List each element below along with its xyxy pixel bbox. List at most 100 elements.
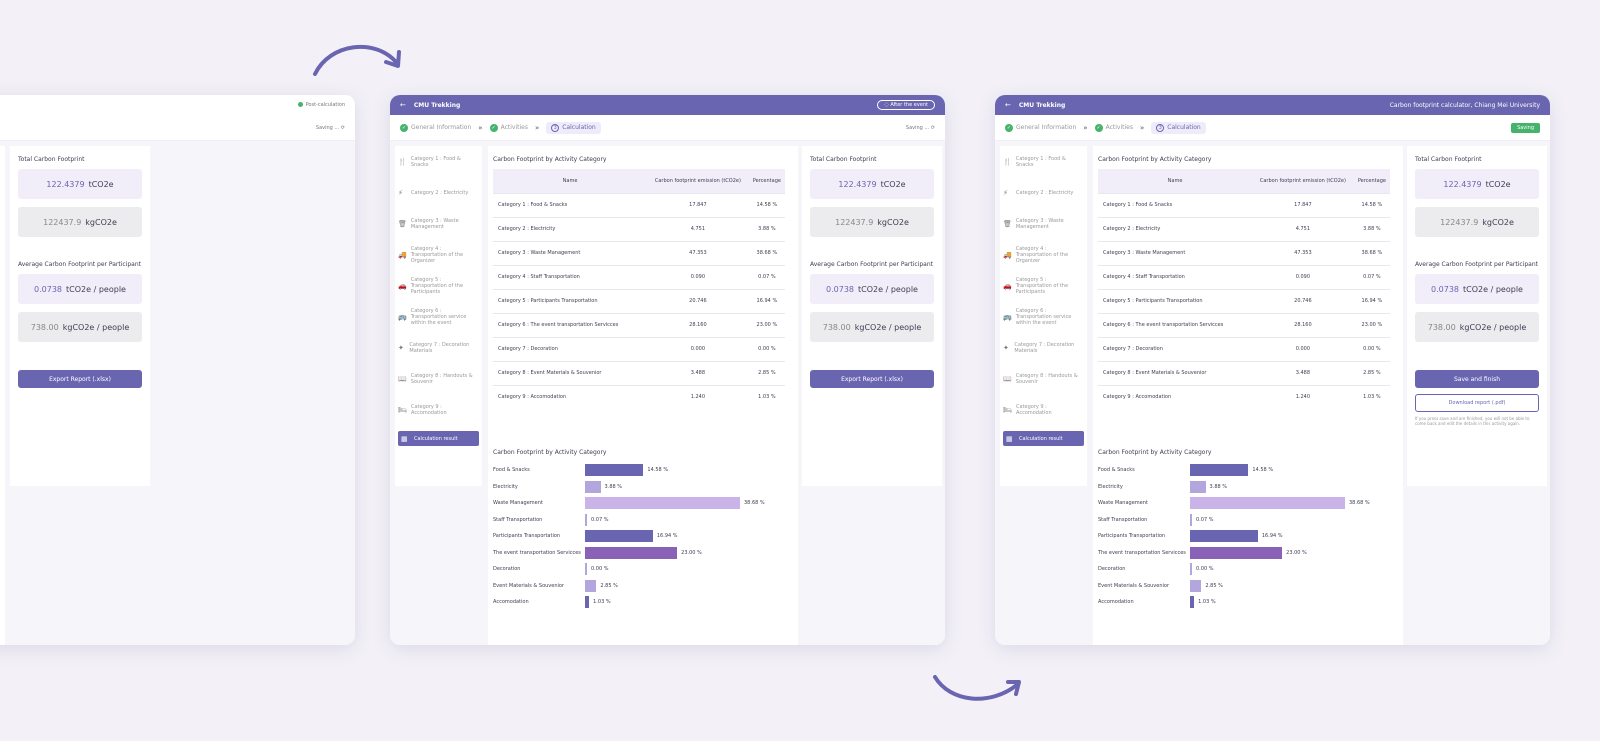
table-cell: 28.160 bbox=[647, 312, 749, 337]
summary-table: Name Carbon footprint emission (tCO2e) Per… bbox=[1098, 169, 1390, 409]
bar bbox=[585, 563, 587, 576]
table-cell: 38.68 % bbox=[748, 240, 785, 265]
truck-icon: 🚚 bbox=[1003, 250, 1012, 259]
download-report-button[interactable]: Download report (.pdf) bbox=[1415, 394, 1539, 412]
bar-track: 14.58 % bbox=[1190, 462, 1398, 479]
step-general[interactable]: ✓ General Information bbox=[1005, 123, 1076, 132]
food-icon: 🍴 bbox=[1003, 157, 1012, 166]
bar-track: 3.88 % bbox=[585, 479, 793, 496]
bar-track: 3.88 % bbox=[1190, 479, 1398, 496]
back-arrow-icon[interactable]: ← bbox=[400, 101, 406, 109]
step-activities[interactable]: ✓ Activities bbox=[489, 123, 528, 132]
bar-row: Waste Management 38.68 % bbox=[493, 495, 793, 512]
table-cell: 47.353 bbox=[647, 240, 749, 265]
sidebar-item[interactable]: 🛏 Category 9 : Accomodation bbox=[1000, 394, 1087, 425]
table-cell: 0.000 bbox=[1252, 336, 1354, 361]
after-event-pill[interactable]: ◌ After the event bbox=[877, 100, 935, 110]
table-cell: Category 7 : Decoration bbox=[1098, 336, 1253, 361]
step-calculation[interactable]: 3 Calculation bbox=[1151, 121, 1206, 134]
bar-row: Staff Transportation 0.07 % bbox=[493, 512, 793, 529]
table-row: Category 8 : Event Materials & Souvenior… bbox=[1098, 360, 1390, 385]
back-arrow-icon[interactable]: ← bbox=[1005, 101, 1011, 109]
table-cell: Category 2 : Electricity bbox=[1098, 216, 1253, 241]
sidebar-item[interactable]: ⚡ Category 2 : Electricity bbox=[395, 177, 482, 208]
table-cell: Category 3 : Waste Management bbox=[1098, 240, 1253, 265]
sidebar-item[interactable]: 📖 Category 8 : Handouts & Souvenir bbox=[1000, 363, 1087, 394]
food-icon: 🍴 bbox=[398, 157, 407, 166]
bar-category-label: Staff Transportation bbox=[1098, 516, 1148, 523]
sidebar-item[interactable]: 📖 Category 8 : Handouts & Souvenir bbox=[395, 363, 482, 394]
bar-row: Accomodation 1.03 % bbox=[493, 594, 793, 611]
sidebar-item[interactable]: 🚚 Category 4 : Transportation of the Orga… bbox=[395, 239, 482, 270]
table-cell: Category 2 : Electricity bbox=[493, 216, 648, 241]
table-row: Category 3 : Waste Management 47.353 38.68… bbox=[1098, 240, 1390, 265]
step-general[interactable]: ✓ General Information bbox=[400, 123, 471, 132]
step-activities[interactable]: ✓ Activities bbox=[1094, 123, 1133, 132]
bus-icon: 🚌 bbox=[1003, 312, 1012, 321]
bar-row: Food & Snacks 14.58 % bbox=[1098, 462, 1398, 479]
table-cell: 17.847 bbox=[1252, 192, 1354, 217]
sidebar-item[interactable]: 🚗 Category 5 : Transportation of the Part… bbox=[395, 270, 482, 301]
sidebar-item[interactable]: 🚚 Category 4 : Transportation of the Orga… bbox=[1000, 239, 1087, 270]
main-panel: Carbon Footprint by Activity Category Na… bbox=[488, 146, 798, 645]
step-label: Activities bbox=[500, 124, 528, 131]
bar-value-label: 2.85 % bbox=[1205, 582, 1223, 589]
table-row: Category 1 : Food & Snacks 17.847 14.58 % bbox=[493, 192, 785, 217]
category-sidebar: 🍴 Category 1 : Food & Snacks ⚡ Category 2 :… bbox=[1000, 146, 1087, 486]
bar bbox=[585, 579, 597, 592]
sidebar-item[interactable]: ✦ Category 7 : Decoration Materials bbox=[1000, 332, 1087, 363]
save-finish-button[interactable]: Save and finish bbox=[1415, 370, 1539, 388]
bed-icon: 🛏 bbox=[398, 405, 407, 414]
sidebar-item[interactable]: 🍴 Category 1 : Food & Snacks bbox=[395, 146, 482, 177]
bar bbox=[1190, 480, 1206, 493]
avg-t-unit: tCO2e / people bbox=[66, 284, 126, 294]
sidebar-item[interactable]: ⚡ Category 2 : Electricity bbox=[1000, 177, 1087, 208]
sidebar-item[interactable]: ✦ Category 7 : Decoration Materials bbox=[395, 332, 482, 363]
bar-row: Food & Snacks 14.58 % bbox=[493, 462, 793, 479]
bar bbox=[1190, 579, 1202, 592]
topbar: Post-calculation bbox=[0, 95, 355, 115]
content: 🍴 Category 1 : Food & Snacks ⚡ Category 2 :… bbox=[995, 141, 1550, 645]
car-icon: 🚗 bbox=[398, 281, 407, 290]
sidebar-item[interactable]: 🚌 Category 6 : Transportation service wit… bbox=[395, 301, 482, 332]
topbar: ← CMU Trekking Carbon footprint calculat… bbox=[995, 95, 1550, 115]
sidebar-item[interactable]: 🍴 Category 1 : Food & Snacks bbox=[1000, 146, 1087, 177]
sidebar-item[interactable]: 🗑 Category 3 : Waste Management bbox=[395, 208, 482, 239]
bar-value-label: 0.07 % bbox=[591, 516, 609, 523]
bar-value-label: 3.88 % bbox=[604, 483, 623, 490]
step-calculation[interactable]: 3 Calculation bbox=[546, 121, 601, 134]
table-header-cell: Percentage bbox=[748, 169, 785, 193]
sidebar-item[interactable]: 🗑 Category 3 : Waste Management bbox=[1000, 208, 1087, 239]
total-kg-metric: 122437.9 kgCO2e bbox=[810, 207, 934, 237]
after-event-label: After the event bbox=[890, 102, 928, 108]
table-cell: 23.00 % bbox=[748, 312, 785, 337]
sparkle-icon: ✦ bbox=[1003, 343, 1009, 352]
bar-track: 2.85 % bbox=[1190, 578, 1398, 595]
bar-value-label: 0.00 % bbox=[591, 566, 609, 573]
avg-kg-value: 738.00 bbox=[1427, 322, 1456, 332]
bar-row: The event transportation Servicces 23.00 … bbox=[1098, 545, 1398, 562]
sidebar-item[interactable]: 🛏 Category 9 : Accomodation bbox=[395, 394, 482, 425]
export-button[interactable]: Export Report (.xlsx) bbox=[18, 370, 142, 388]
sidebar-item-label: Category 8 : Handouts & Souvenir bbox=[410, 372, 473, 385]
bar-track: 38.68 % bbox=[1190, 495, 1398, 512]
total-kg-unit: kgCO2e bbox=[877, 217, 909, 227]
electricity-icon: ⚡ bbox=[1003, 188, 1008, 197]
table-cell: 4.751 bbox=[1252, 216, 1354, 241]
bar-chart: Food & Snacks 14.58 % Electricity 3.88 % Was… bbox=[493, 462, 793, 611]
sidebar-item[interactable]: ▦ Calculation result bbox=[1003, 431, 1084, 446]
export-button[interactable]: Export Report (.xlsx) bbox=[810, 370, 934, 388]
book-icon: 📖 bbox=[398, 374, 407, 383]
bar-track: 16.94 % bbox=[1190, 528, 1398, 545]
total-t-metric: 122.4379 tCO2e bbox=[1415, 169, 1539, 199]
sidebar-item-label: Category 2 : Electricity bbox=[411, 189, 469, 196]
table-cell: 1.03 % bbox=[1353, 384, 1390, 409]
sidebar-item[interactable]: 🚗 Category 5 : Transportation of the Part… bbox=[1000, 270, 1087, 301]
sidebar-item[interactable]: ▦ Calculation result bbox=[398, 431, 479, 446]
table-cell: Category 8 : Event Materials & Souvenior bbox=[1098, 360, 1253, 385]
table-cell: Category 6 : The event transportation Se… bbox=[1098, 312, 1253, 337]
bar-value-label: 14.58 % bbox=[647, 467, 669, 474]
bar-value-label: 23.00 % bbox=[1286, 549, 1307, 556]
sidebar-item[interactable]: 🚌 Category 6 : Transportation service wit… bbox=[1000, 301, 1087, 332]
status-dot-icon bbox=[297, 102, 303, 107]
